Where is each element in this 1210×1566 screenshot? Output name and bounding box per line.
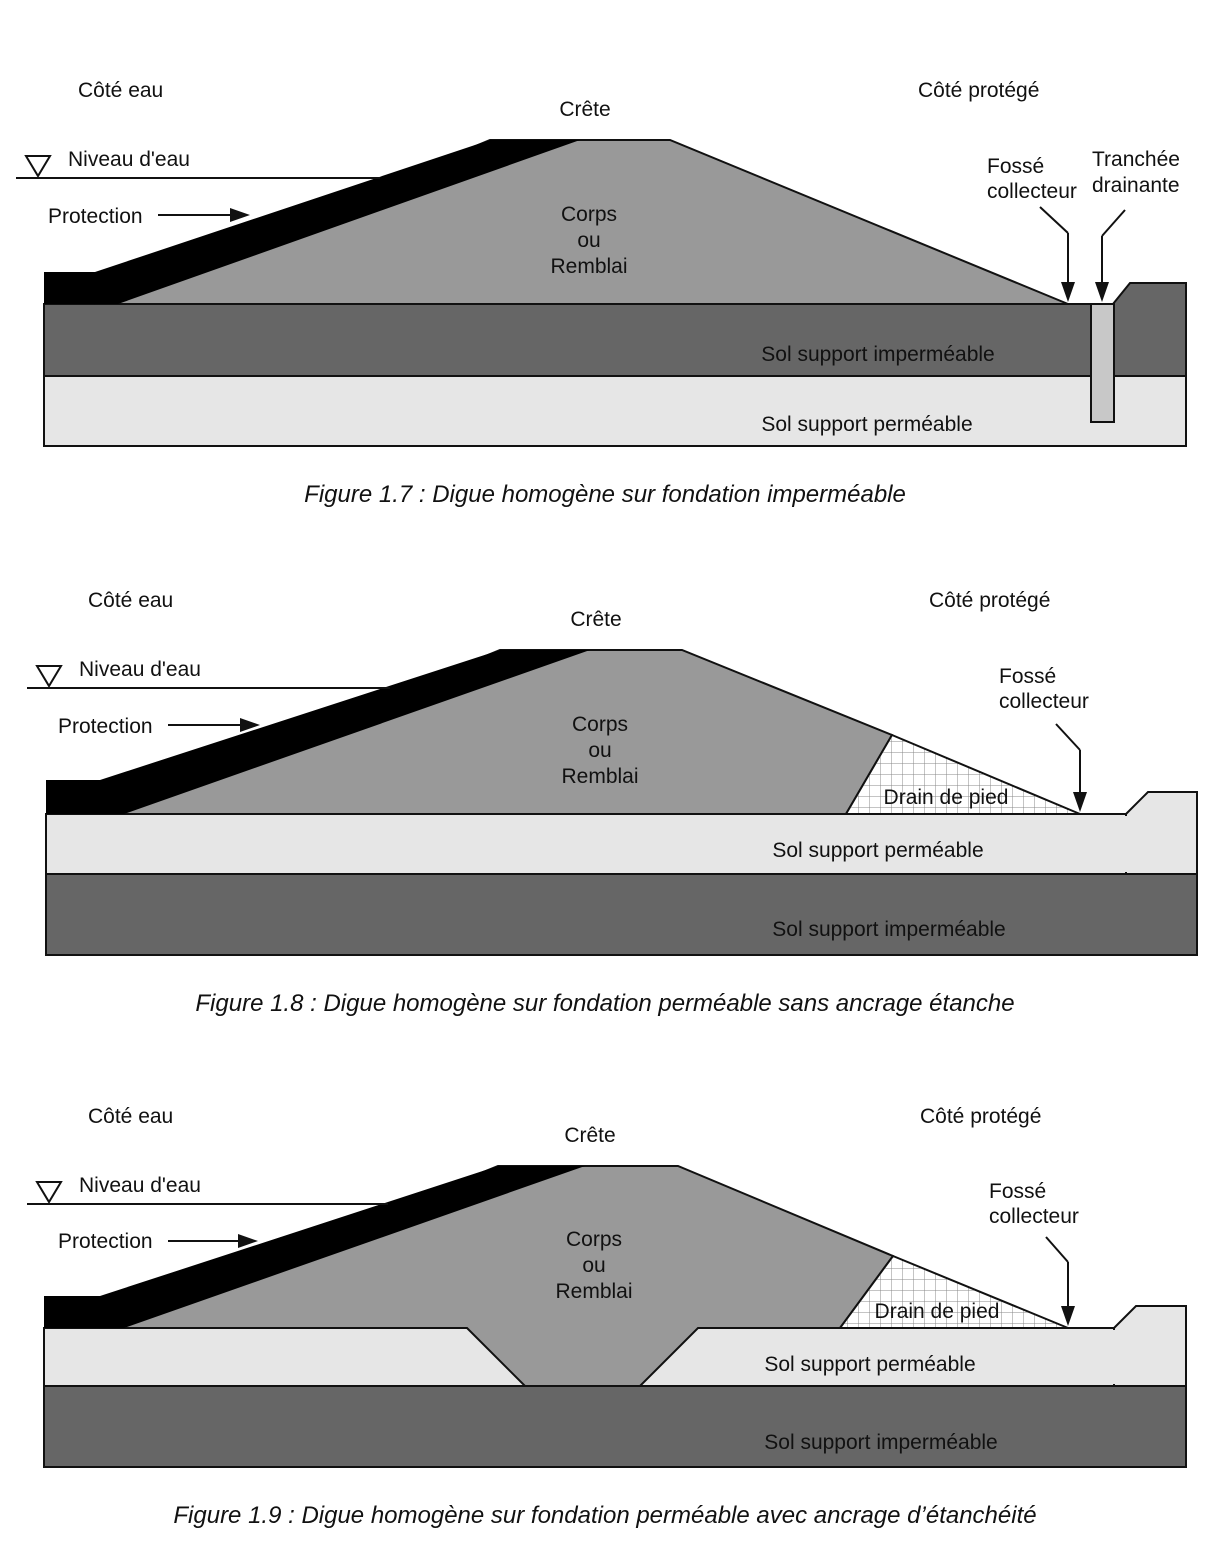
layer-top-label: Sol support imperméable — [761, 343, 994, 366]
ditch-label-1: Fossé — [989, 1180, 1046, 1203]
protection-arrow-head — [230, 208, 250, 222]
water-level-label: Niveau d'eau — [68, 148, 190, 171]
figure-caption: Figure 1.8 : Digue homogène sur fondatio… — [195, 990, 1015, 1017]
protected-side-label: Côté protégé — [918, 79, 1039, 102]
water-level-icon — [35, 1181, 63, 1204]
toe-drain — [838, 1254, 1069, 1329]
toe-drain-label: Drain de pied — [884, 786, 1009, 809]
protection-label: Protection — [58, 1230, 153, 1253]
water-level-label: Niveau d'eau — [79, 1174, 201, 1197]
ditch-label-1: Fossé — [999, 665, 1056, 688]
layer-bottom-label: Sol support imperméable — [772, 918, 1005, 941]
figure-caption: Figure 1.9 : Digue homogène sur fondatio… — [173, 1502, 1037, 1529]
ditch-arrow — [1055, 723, 1081, 751]
impermeable-soil-layer — [45, 873, 1198, 956]
crest-label: Crête — [570, 608, 621, 631]
figure-1-7: Côté eau Côté protégé Crête Niveau d'eau… — [0, 0, 1210, 508]
protection-layer — [44, 1166, 585, 1328]
protection-layer — [44, 140, 580, 304]
ditch-arrow-head — [1073, 792, 1087, 812]
water-level-icon — [24, 155, 52, 178]
body-label-2: ou — [582, 1254, 605, 1277]
water-side-label: Côté eau — [88, 1105, 173, 1128]
trench-label-2: drainante — [1092, 174, 1180, 197]
body-label-3: Remblai — [561, 765, 638, 788]
ditch-label-2: collecteur — [989, 1205, 1079, 1228]
protection-arrow-head — [238, 1234, 258, 1248]
protected-side-label: Côté protégé — [929, 589, 1050, 612]
figure-1-8-diagram: Côté eau Côté protégé Crête Niveau d'eau… — [27, 589, 1198, 956]
permeable-soil-layer — [43, 375, 1187, 447]
body-label-3: Remblai — [550, 255, 627, 278]
protection-layer — [46, 650, 590, 814]
body-label-2: ou — [588, 739, 611, 762]
impermeable-soil-layer — [43, 1385, 1187, 1468]
ditch-arrow-head — [1061, 1306, 1075, 1326]
protection-label: Protection — [58, 715, 153, 738]
water-side-label: Côté eau — [78, 79, 163, 102]
layer-top-label: Sol support perméable — [772, 839, 983, 862]
body-label-1: Corps — [566, 1228, 622, 1251]
water-level-icon — [35, 665, 63, 688]
water-side-label: Côté eau — [88, 589, 173, 612]
embankment-body — [99, 1165, 895, 1387]
layer-bottom-label: Sol support imperméable — [764, 1431, 997, 1454]
body-label-1: Corps — [572, 713, 628, 736]
ditch-label-2: collecteur — [999, 690, 1089, 713]
layer-top-label: Sol support perméable — [764, 1353, 975, 1376]
layer-bottom-label: Sol support perméable — [761, 413, 972, 436]
drainage-trench — [1090, 303, 1115, 423]
trench-arrow — [1101, 209, 1126, 237]
protection-arrow-head — [240, 718, 260, 732]
protection-label: Protection — [48, 205, 143, 228]
figure-1-9: Côté eau Côté protégé Crête Niveau d'eau… — [0, 1026, 1210, 1529]
toe-drain — [844, 733, 1081, 815]
right-bank — [1112, 282, 1187, 377]
ditch-arrow — [1045, 1236, 1069, 1263]
ditch-label-1: Fossé — [987, 155, 1044, 178]
body-label-1: Corps — [561, 203, 617, 226]
body-label-3: Remblai — [555, 1280, 632, 1303]
impermeable-soil-layer — [43, 303, 1187, 377]
body-label-2: ou — [577, 229, 600, 252]
trench-arrow-head — [1095, 282, 1109, 302]
figure-1-9-diagram: Côté eau Côté protégé Crête Niveau d'eau… — [27, 1105, 1187, 1468]
figure-caption: Figure 1.7 : Digue homogène sur fondatio… — [304, 481, 906, 508]
crest-label: Crête — [564, 1124, 615, 1147]
protected-side-label: Côté protégé — [920, 1105, 1041, 1128]
ditch-label-2: collecteur — [987, 180, 1077, 203]
trench-label-1: Tranchée — [1092, 148, 1180, 171]
ditch-arrow — [1039, 206, 1069, 234]
water-level-label: Niveau d'eau — [79, 658, 201, 681]
toe-drain-label: Drain de pied — [875, 1300, 1000, 1323]
figure-1-7-diagram: Côté eau Côté protégé Crête Niveau d'eau… — [16, 79, 1187, 447]
figure-1-8: Côté eau Côté protégé Crête Niveau d'eau… — [0, 510, 1210, 1017]
crest-label: Crête — [559, 98, 610, 121]
ditch-arrow-head — [1061, 282, 1075, 302]
permeable-soil-layer — [45, 813, 1198, 875]
